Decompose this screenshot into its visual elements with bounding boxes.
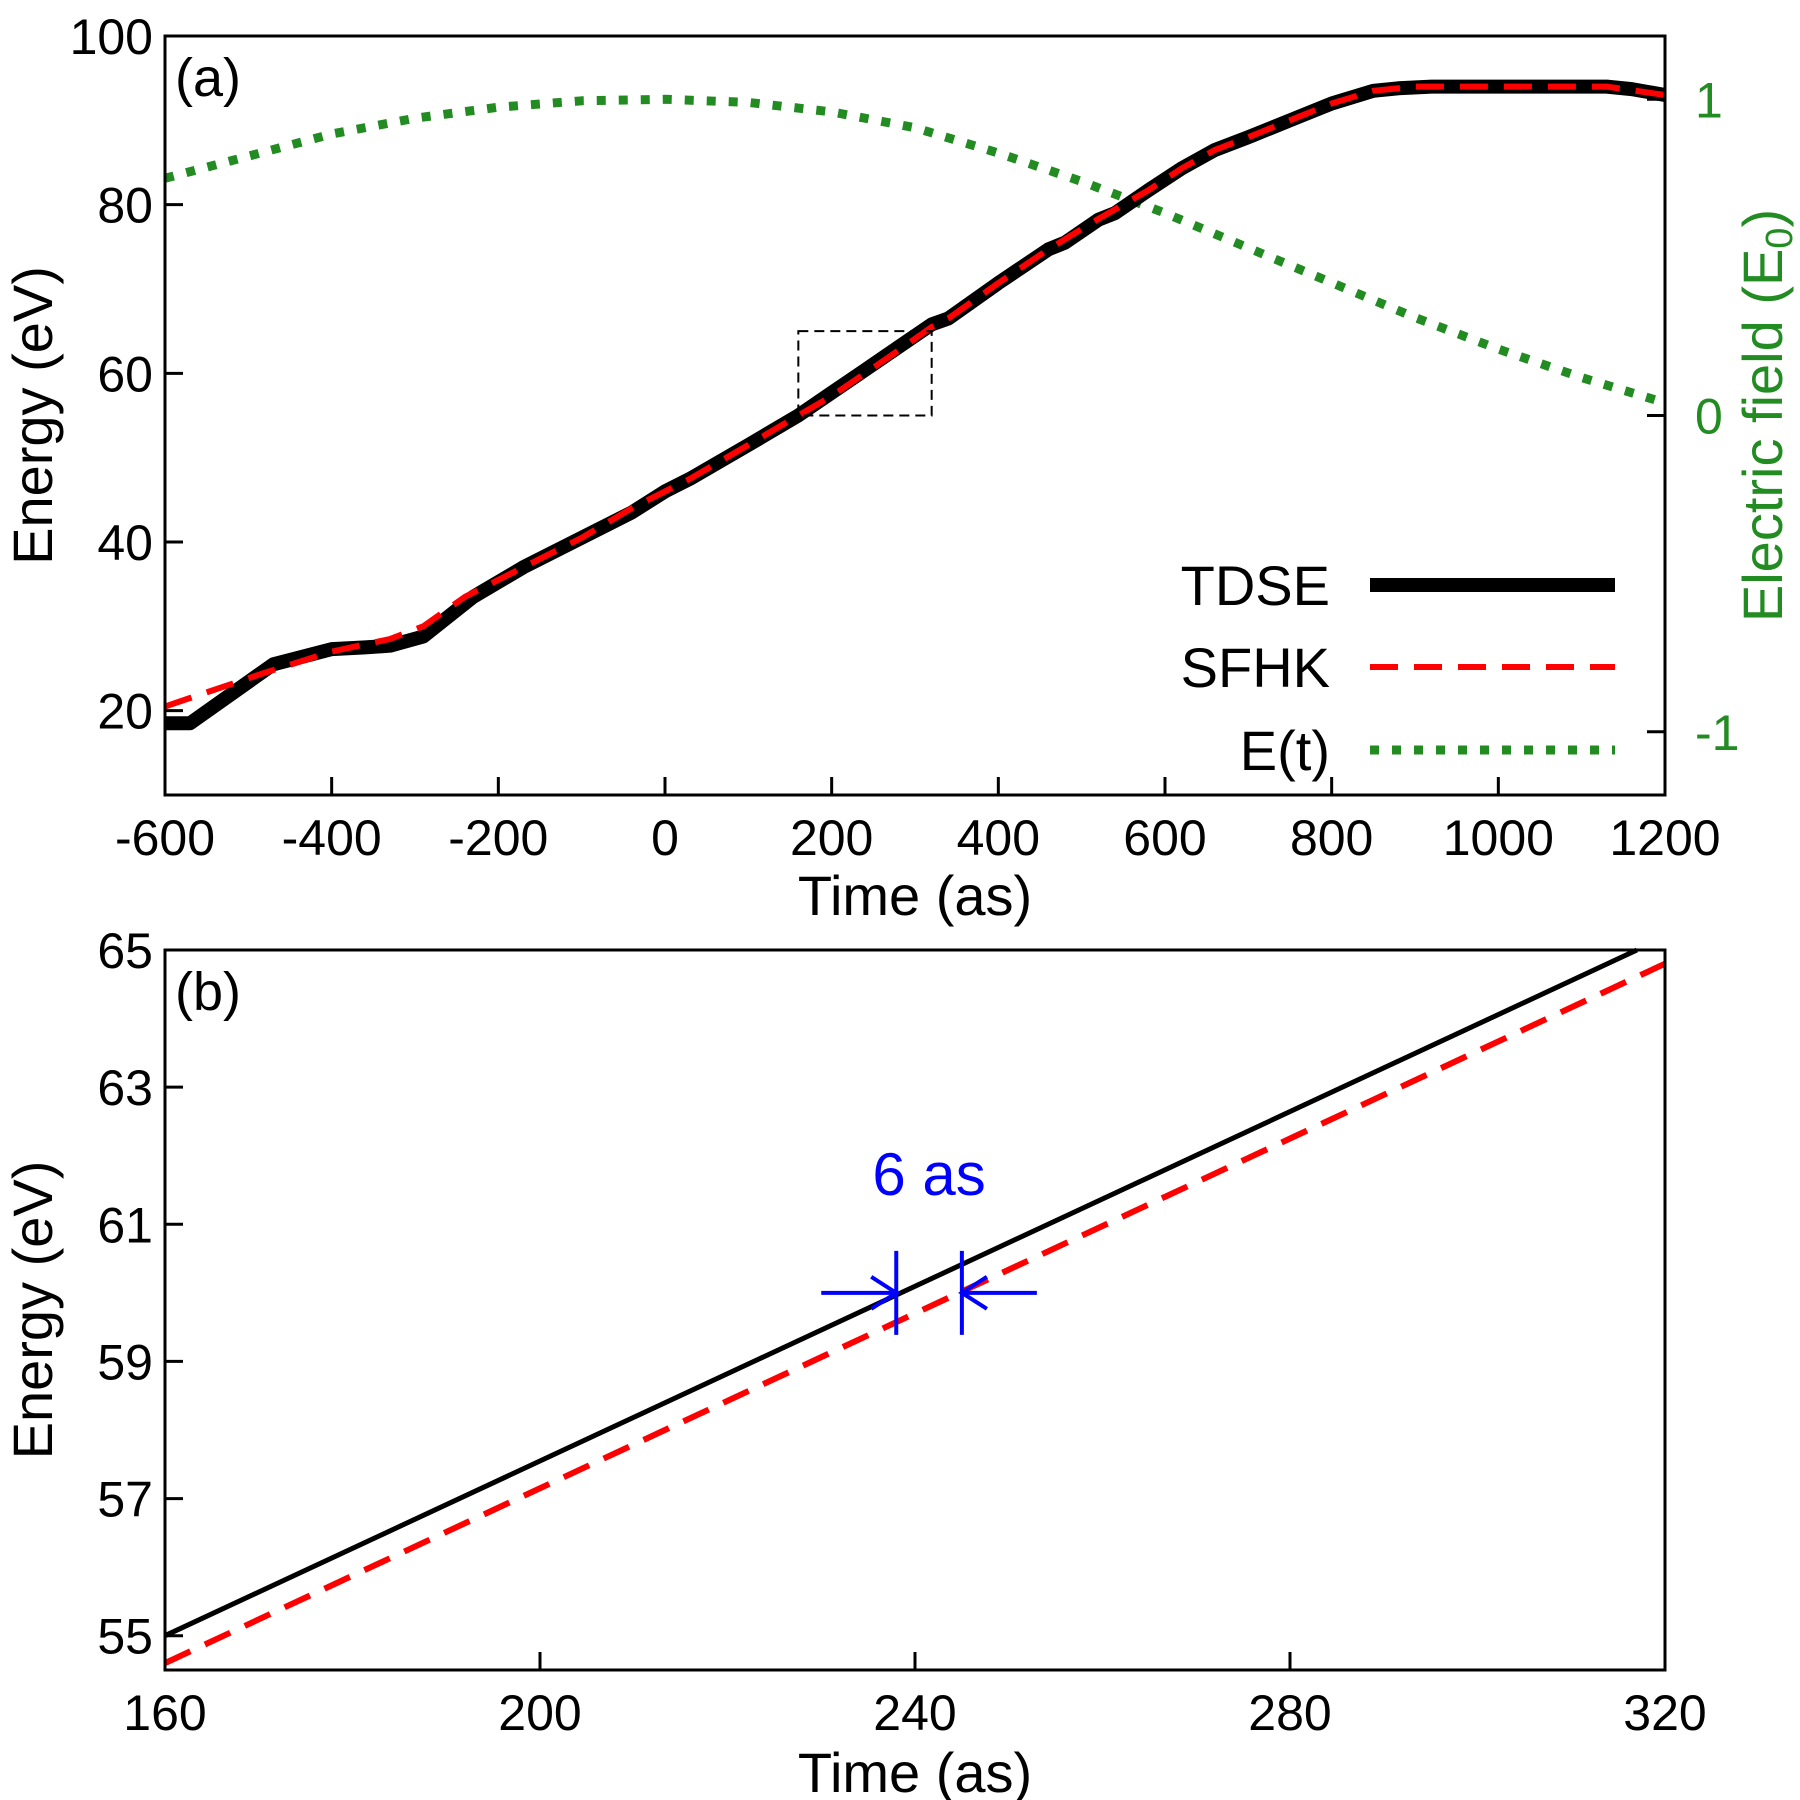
y2-tick-label: 1 — [1695, 72, 1723, 128]
time-shift-label: 6 as — [872, 1141, 985, 1208]
x-tick-label: -400 — [282, 810, 382, 866]
y-tick-label: 100 — [70, 9, 153, 65]
legend-label-field: E(t) — [1240, 719, 1330, 782]
y-tick-label: 57 — [97, 1472, 153, 1528]
panel-a-y2-axis-title: Electric field (E0) — [1731, 209, 1800, 622]
shift-left-arrowhead — [870, 1275, 900, 1311]
legend-label-sfhk: SFHK — [1181, 636, 1330, 699]
y-tick-label: 55 — [97, 1609, 153, 1665]
panel-b: 160 200 240 280 320 55 57 59 61 63 65 (b) Time (a… — [1, 923, 1707, 1800]
x-tick-label: 1000 — [1443, 810, 1554, 866]
legend: TDSE SFHK E(t) — [1181, 554, 1615, 782]
y-tick-label: 20 — [97, 684, 153, 740]
y2-tick-label: -1 — [1695, 705, 1739, 761]
panel-b-label: (b) — [175, 962, 241, 1022]
x-tick-label: 240 — [873, 1685, 956, 1741]
y-tick-label: 80 — [97, 178, 153, 234]
series-tdse-zoom-line — [163, 947, 1638, 1638]
x-tick-label: 200 — [498, 1685, 581, 1741]
x-tick-label: 1200 — [1609, 810, 1720, 866]
x-tick-label: 160 — [123, 1685, 206, 1741]
x-tick-label: 400 — [957, 810, 1040, 866]
x-tick-label: -600 — [115, 810, 215, 866]
panel-b-x-ticks: 160 200 240 280 320 — [123, 1652, 1707, 1741]
x-tick-label: 600 — [1123, 810, 1206, 866]
panel-a-x-ticks: -600 -400 -200 0 200 400 600 800 1000 1200 — [115, 777, 1721, 866]
y-tick-label: 65 — [97, 923, 153, 979]
panel-a-y-ticks: 20 40 60 80 100 — [70, 9, 183, 740]
panel-a-label: (a) — [175, 48, 241, 108]
panel-b-y-axis-title: Energy (eV) — [1, 1161, 64, 1460]
series-tdse-line — [165, 79, 1665, 731]
panel-b-y-ticks: 55 57 59 61 63 65 — [97, 923, 183, 1665]
x-tick-label: 320 — [1623, 1685, 1706, 1741]
x-tick-label: 0 — [651, 810, 679, 866]
y-tick-label: 61 — [97, 1197, 153, 1253]
series-sfhk-zoom-line — [163, 960, 1667, 1666]
series-et-line — [165, 94, 1665, 408]
panel-b-series — [163, 947, 1667, 1666]
y2-title-end: ) — [1731, 209, 1794, 228]
y-tick-label: 59 — [97, 1334, 153, 1390]
y-tick-label: 60 — [97, 346, 153, 402]
x-tick-label: 800 — [1290, 810, 1373, 866]
panel-a-series — [165, 79, 1665, 731]
y-tick-label: 63 — [97, 1060, 153, 1116]
panel-b-frame — [163, 948, 1667, 1672]
shift-right-arrowhead — [958, 1275, 988, 1311]
panel-a: -600 -400 -200 0 200 400 600 800 1000 1200 204060… — [1, 9, 1800, 927]
panel-a-x-axis-title: Time (as) — [798, 864, 1032, 927]
x-tick-label: 200 — [790, 810, 873, 866]
y2-tick-label: 0 — [1695, 389, 1723, 445]
panel-a-frame — [163, 34, 1667, 797]
inset-box — [797, 330, 933, 417]
panel-b-x-axis-title: Time (as) — [798, 1741, 1032, 1800]
panel-a-y-axis-title: Energy (eV) — [1, 266, 64, 565]
y2-title-subscript: 0 — [1759, 228, 1800, 249]
time-shift-annotation: 6 as — [821, 1141, 1037, 1335]
series-sfhk-line — [165, 83, 1665, 710]
y-tick-label: 40 — [97, 515, 153, 571]
x-tick-label: -200 — [448, 810, 548, 866]
legend-label-tdse: TDSE — [1181, 554, 1330, 617]
panel-a-y2-ticks: 1 0 -1 — [1647, 72, 1739, 761]
y2-title-main: Electric field (E — [1731, 249, 1794, 622]
x-tick-label: 280 — [1248, 1685, 1331, 1741]
